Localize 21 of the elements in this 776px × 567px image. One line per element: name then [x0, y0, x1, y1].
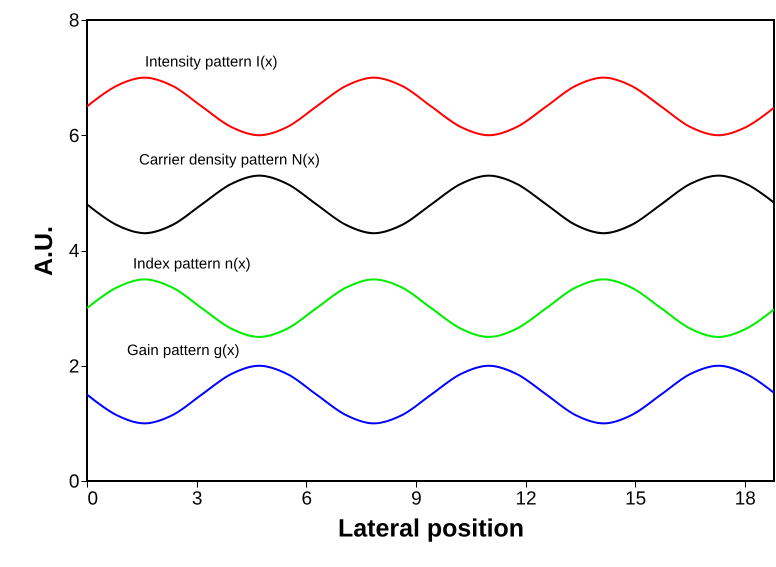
- line-series: [87, 364, 774, 424]
- y-tick-label: 0: [68, 472, 80, 492]
- y-axis-title: A.U.: [30, 226, 58, 276]
- x-tick-label: 9: [411, 488, 422, 510]
- x-tick-label: 15: [625, 488, 646, 510]
- series-label: Index pattern n(x): [133, 255, 251, 272]
- y-tick-label: 8: [68, 10, 80, 32]
- line-series: [87, 76, 774, 136]
- x-tick-label: 12: [515, 488, 537, 510]
- line-series: [87, 278, 774, 338]
- x-tick-label: 6: [301, 488, 312, 510]
- x-tick-label: 0: [88, 488, 98, 510]
- x-tick-label: 3: [192, 488, 202, 510]
- series-label: Carrier density pattern N(x): [139, 152, 320, 169]
- x-axis-title: Lateral position: [338, 514, 524, 542]
- y-tick-label: 2: [68, 356, 80, 378]
- x-tick-label: 18: [734, 488, 756, 510]
- series-label: Intensity pattern I(x): [145, 54, 278, 71]
- y-tick-label: 4: [68, 241, 80, 262]
- y-tick-label: 6: [68, 126, 80, 147]
- series-label: Gain pattern g(x): [127, 342, 240, 359]
